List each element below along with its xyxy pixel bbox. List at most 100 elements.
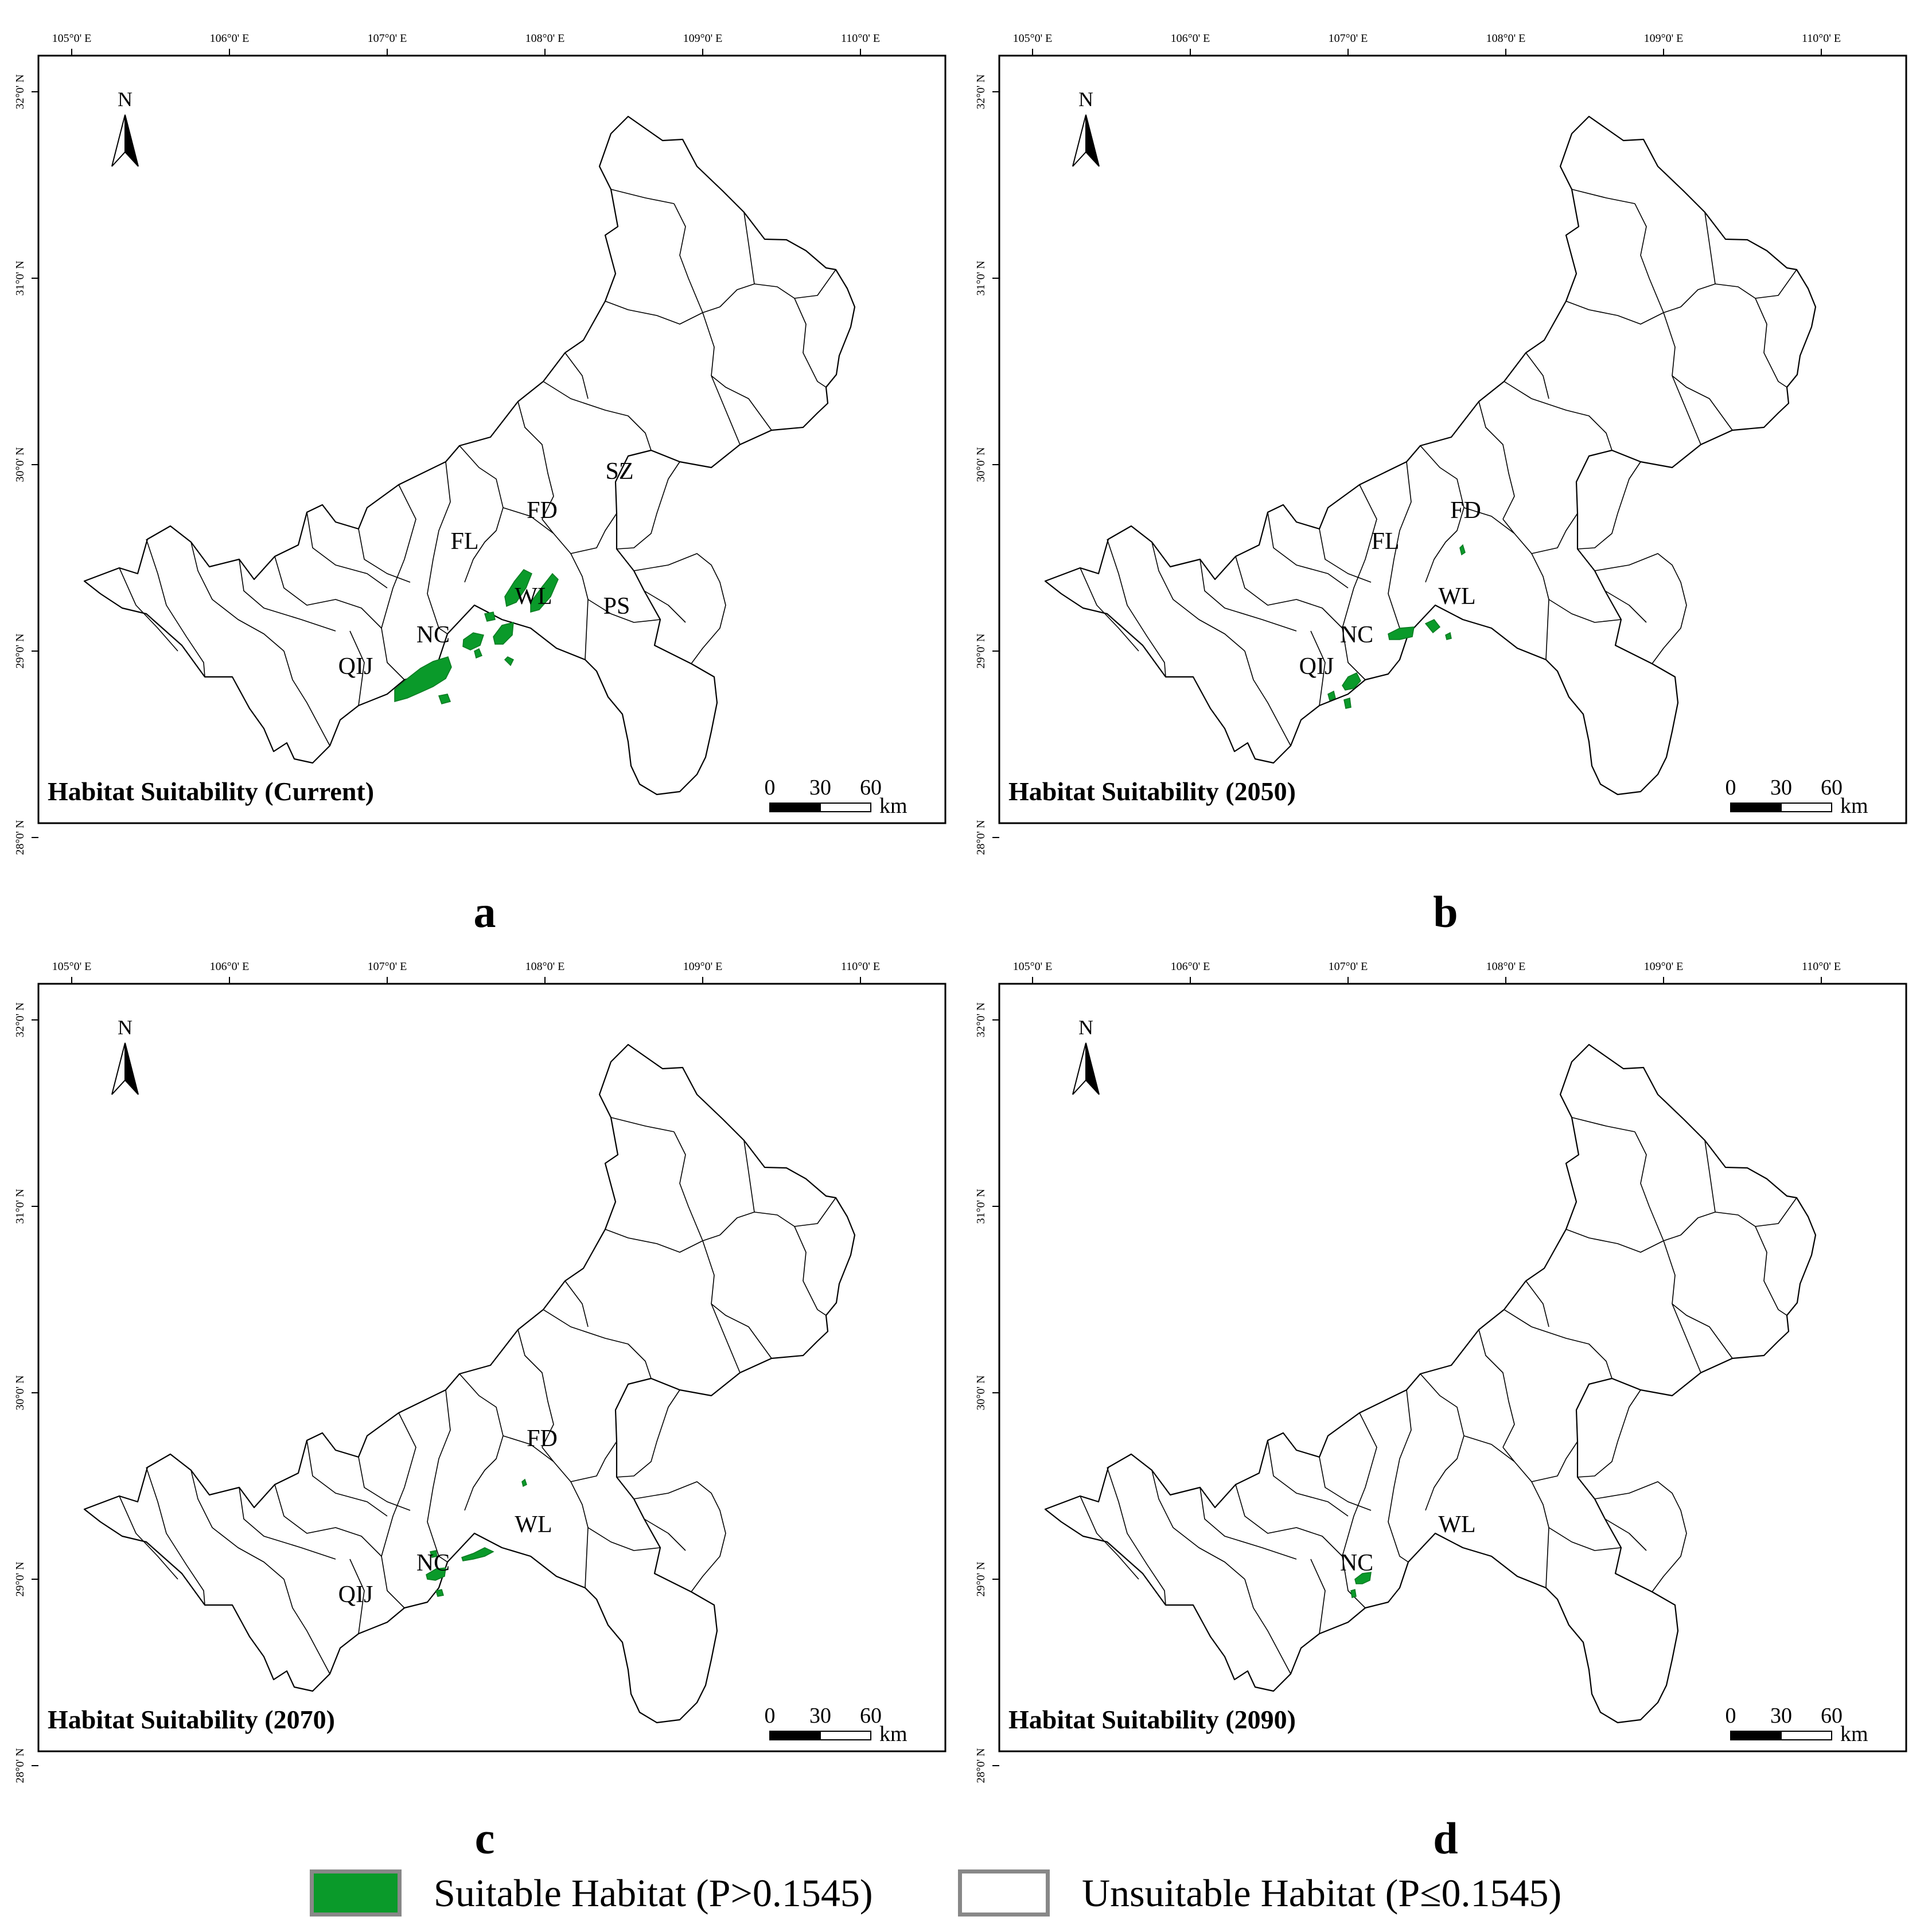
county-boundary [543, 1309, 652, 1379]
north-label: N [1078, 1016, 1093, 1039]
county-boundary [1478, 1329, 1515, 1448]
county-boundary [459, 445, 504, 583]
lon-tick-label: 108°0' E [1486, 32, 1526, 45]
county-boundary [1571, 1117, 1635, 1132]
lon-tick-label: 108°0' E [1486, 960, 1526, 973]
county-boundary [146, 539, 205, 677]
region-label-qij: QIJ [1299, 653, 1334, 680]
lon-tick-label: 106°0' E [1171, 32, 1210, 45]
suitable-habitat-patch [493, 622, 514, 645]
scale-unit: km [879, 794, 907, 818]
suitable-habitat-patch [462, 632, 484, 651]
county-boundary [542, 1447, 554, 1462]
county-boundary [564, 1280, 589, 1327]
county-boundary [1548, 599, 1622, 623]
lat-tick-label: 28°0' N [14, 1748, 26, 1783]
suitable-habitat-patch [1343, 698, 1351, 709]
county-boundary [673, 1131, 741, 1373]
county-boundary [616, 1389, 680, 1478]
unsuitable-swatch [958, 1869, 1050, 1917]
map-svg: 105°0' E 106°0' E 107°0' E 108°0' E 109°0' E… [975, 32, 1907, 855]
county-boundary [711, 375, 772, 431]
county-boundary [1504, 1309, 1612, 1379]
county-boundary [605, 301, 720, 325]
county-boundary [239, 1487, 336, 1560]
county-boundary [381, 1412, 416, 1557]
panel-letter-c: c [474, 1813, 495, 1863]
county-boundary [633, 553, 726, 664]
map-panel-a: 105°0' E 106°0' E 107°0' E 108°0' E 109°0' E… [14, 32, 947, 855]
county-boundary [743, 1140, 755, 1213]
county-boundary [1672, 375, 1733, 431]
scale-tick-label: 60 [1821, 1704, 1843, 1728]
county-boundary [283, 651, 330, 746]
region-label-wl: WL [1438, 583, 1475, 610]
county-boundary [1080, 567, 1139, 652]
county-boundary [1342, 628, 1366, 680]
county-boundary [349, 1559, 365, 1634]
lat-tick-label: 29°0' N [975, 1561, 987, 1596]
suitable-habitat-patch [530, 572, 559, 613]
suitable-habitat-patch [474, 648, 482, 659]
county-boundary [381, 484, 416, 629]
suitable-habitat-patch [1342, 672, 1361, 691]
county-boundary [1244, 651, 1291, 746]
county-boundary [427, 461, 451, 634]
region-label-nc: NC [1340, 622, 1373, 648]
lon-tick-label: 108°0' E [525, 32, 565, 45]
county-boundary [1571, 189, 1635, 204]
region-label-qij: QIJ [338, 1582, 373, 1608]
county-boundary [1594, 553, 1687, 664]
map-svg: 105°0' E 106°0' E 107°0' E 108°0' E 109°0' E… [14, 32, 947, 855]
county-boundary [517, 1329, 554, 1448]
county-boundary [794, 1226, 827, 1316]
county-boundary [1310, 630, 1326, 706]
county-boundary [794, 269, 836, 299]
county-boundary [306, 1440, 388, 1517]
county-boundary [570, 513, 617, 554]
county-boundary [1310, 1559, 1326, 1634]
lon-tick-label: 109°0' E [683, 32, 723, 45]
county-boundary [274, 1484, 382, 1557]
legend-suitable: Suitable Habitat (P>0.1545) [310, 1864, 873, 1922]
region-label-fl: FL [1371, 528, 1399, 555]
region-label-ps: PS [603, 593, 630, 620]
county-boundary [1319, 1456, 1372, 1511]
county-boundary [1594, 1481, 1687, 1592]
county-boundary [644, 590, 686, 623]
county-boundary [1420, 445, 1464, 583]
county-boundary [381, 1556, 405, 1608]
county-boundary [1704, 212, 1716, 285]
county-boundary [1342, 1412, 1377, 1557]
county-boundary [1755, 298, 1787, 388]
map-title: Habitat Suitability (2090) [1008, 1705, 1296, 1734]
region-label-fl: FL [450, 528, 478, 555]
lon-tick-label: 108°0' E [525, 960, 565, 973]
lon-tick-label: 110°0' E [1802, 32, 1841, 45]
scale-tick-label: 30 [809, 1704, 831, 1728]
suitable-swatch [310, 1869, 402, 1917]
scale-tick-label: 30 [1770, 1704, 1792, 1728]
lat-tick-label: 30°0' N [14, 447, 26, 482]
county-boundary [1565, 301, 1681, 325]
county-boundary [1235, 556, 1343, 629]
suitable-habitat-patch [461, 1547, 494, 1561]
map-frame [998, 54, 1907, 824]
county-boundary [610, 189, 675, 204]
county-boundary [542, 519, 554, 534]
county-boundary [564, 352, 589, 399]
region-label-fd: FD [1450, 497, 1481, 524]
map-svg: 105°0' E 106°0' E 107°0' E 108°0' E 109°0' E… [14, 960, 947, 1783]
suitable-habitat-patch [430, 1550, 438, 1558]
county-boundary [1107, 539, 1166, 677]
lon-tick-label: 109°0' E [683, 960, 723, 973]
region-label-wl: WL [1438, 1512, 1475, 1538]
county-boundary [1319, 528, 1372, 583]
region-outline [1044, 115, 1817, 796]
lat-tick-label: 28°0' N [14, 820, 26, 855]
county-boundary [1420, 1373, 1464, 1511]
lat-tick-label: 28°0' N [975, 820, 987, 855]
suitable-habitat-patch [438, 694, 451, 704]
